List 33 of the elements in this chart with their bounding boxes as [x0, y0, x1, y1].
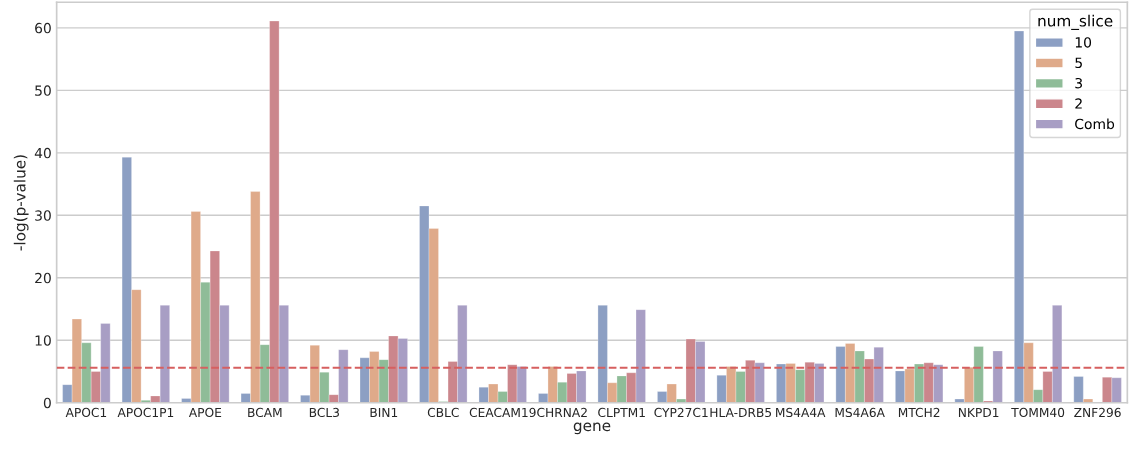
y-axis-title: -log(p-value) [13, 155, 29, 251]
legend-title: num_slice [1038, 14, 1113, 30]
x-tick-label: NKPD1 [958, 407, 999, 417]
legend-label: 3 [1075, 77, 1083, 89]
x-tick-label: ZNF296 [1074, 407, 1121, 418]
x-tick-label: CYP27C1 [654, 407, 708, 418]
x-tick-label: CBLC [427, 407, 459, 418]
x-tick-label: CEACAM19 [469, 407, 536, 418]
legend-label: 5 [1075, 57, 1082, 69]
y-tick-label: 50 [35, 85, 51, 96]
x-tick-label: MS4A6A [835, 407, 885, 418]
x-tick-label: MS4A4A [776, 407, 826, 418]
x-tick-label: TOMM40 [1011, 407, 1065, 418]
x-tick-label: HLA-DRB5 [710, 407, 772, 418]
y-tick-label: 60 [35, 22, 51, 34]
x-tick-label: BCL3 [309, 407, 339, 418]
legend-label: 2 [1075, 98, 1082, 109]
y-tick-label: 30 [35, 210, 51, 221]
x-tick-label: BIN1 [370, 407, 398, 417]
y-tick-label: 40 [34, 147, 51, 159]
y-tick-label: 0 [43, 397, 51, 409]
x-tick-label: MTCH2 [898, 407, 940, 418]
x-tick-label: BCAM [248, 407, 282, 418]
y-tick-label: 20 [35, 272, 51, 284]
x-tick-label: APOC1 [65, 407, 107, 418]
y-tick-label: 10 [35, 335, 51, 346]
x-tick-label: CLPTM1 [598, 407, 645, 418]
x-tick-label: APOE [188, 407, 222, 418]
x-tick-label: CHRNA2 [537, 407, 587, 418]
legend-label: Comb [1075, 118, 1115, 130]
x-axis-title: gene [573, 422, 611, 435]
legend-label: 10 [1075, 37, 1092, 48]
x-tick-label: APOC1P1 [117, 407, 174, 418]
